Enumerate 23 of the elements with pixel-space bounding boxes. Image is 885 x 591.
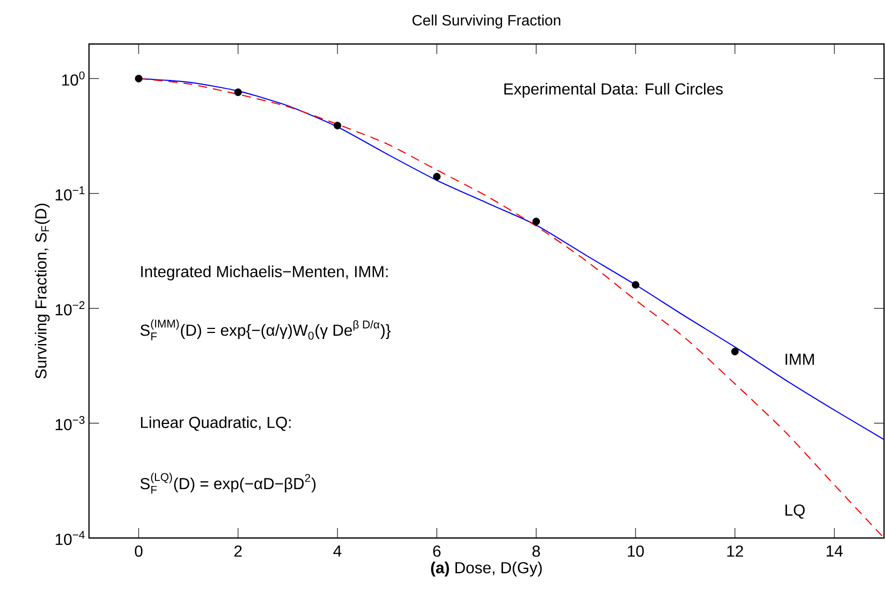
annotation: $\text{S}_{\text{F}}^{\text{(IMM)}}\text{(D) = exp\{−(α/γ)W}_{\text{0}}\text{(γ De}^{\text{β D/α}}\text{)\}}$ [140,319,391,340]
y-tick-label: 10$^{−1}$ [56,186,84,200]
y-tick-label: 10$^{0}$ [62,71,85,86]
series-label: IMM [786,354,814,365]
x-tick-label: 4 [333,546,342,556]
text: LQ [785,504,805,519]
x-tick-label: 6 [433,546,441,557]
annotation: Experimental Data: Full Circles [504,82,723,98]
annotation: Linear Quadratic, LQ: [141,416,291,431]
y-tick-label: 10$^{−3}$ [56,416,84,430]
x-tick-label: 0 [134,546,142,557]
x-tick-label: 14 [826,546,843,556]
x-tick-label: 2 [234,546,242,557]
y-tick-label: 10$^{−2}$ [56,301,84,316]
x-axis-title: (a) Dose, D(Gy) [431,562,542,577]
annotation: $\text{S}_{\text{F}}^{\text{(LQ)}}\text{(D) = exp(−αD−βD}^{\text{2}}\text{)}$ [140,472,316,494]
y-tick-label: 10$^{−4}$ [56,530,85,546]
x-tick-label: 12 [727,546,744,557]
annotation: Integrated Michaelis−Menten, IMM: [141,266,388,280]
y-axis-title: Surviving Fraction, S$_{F}$(D) [34,204,50,379]
chart-title: Cell Surviving Fraction [412,14,560,28]
x-tick-label: 10 [628,546,644,557]
x-tick-label: 8 [532,546,540,557]
